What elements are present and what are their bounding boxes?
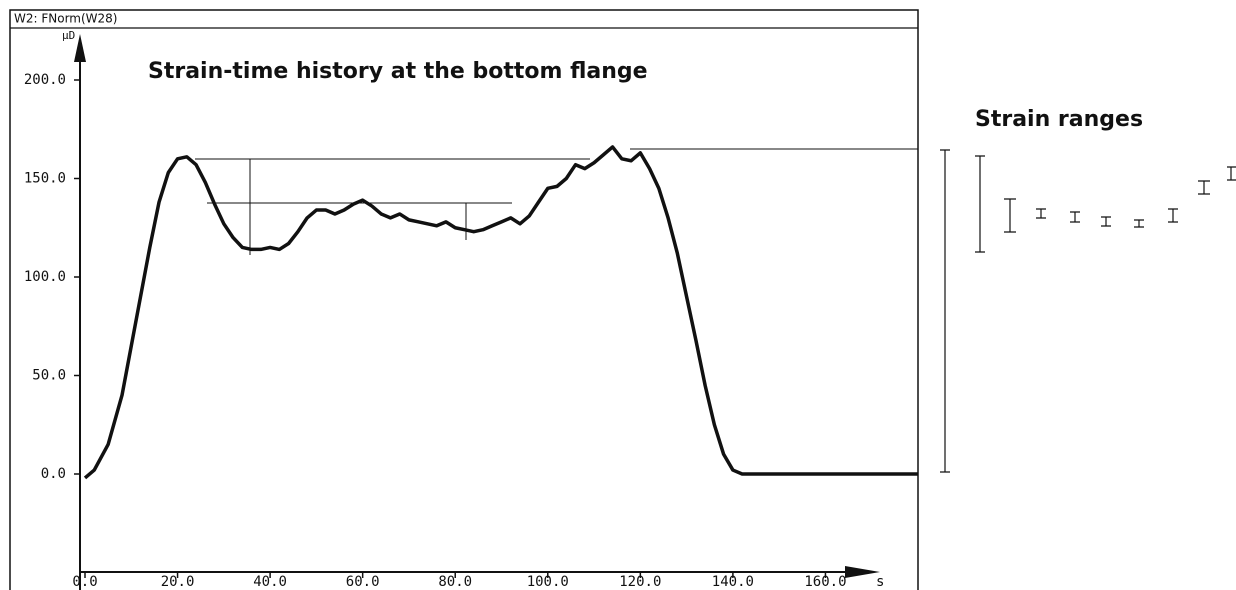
- x-tick-label: 100.0: [527, 574, 569, 590]
- x-unit: s: [876, 574, 884, 590]
- y-tick-label: 0.0: [41, 466, 66, 482]
- x-tick-label: 120.0: [619, 574, 661, 590]
- x-tick-label: 60.0: [346, 574, 380, 590]
- y-tick-label: 50.0: [32, 368, 66, 384]
- y-unit: μD: [62, 29, 75, 42]
- x-arrow: [845, 566, 880, 578]
- plot-frame: [9, 9, 919, 590]
- y-tick-label: 100.0: [24, 269, 66, 285]
- y-tick-label: 150.0: [24, 171, 66, 187]
- x-tick-label: 0.0: [72, 574, 97, 590]
- data-line: [83, 145, 918, 480]
- header: W2: FNorm(W28): [14, 12, 118, 26]
- y-tick-label: 200.0: [24, 72, 66, 88]
- x-tick-label: 160.0: [804, 574, 846, 590]
- x-tick-label: 40.0: [253, 574, 287, 590]
- strain-range-brackets: [940, 149, 1236, 473]
- x-tick-label: 80.0: [438, 574, 472, 590]
- chart-title: Strain-time history at the bottom flange: [148, 59, 648, 84]
- x-tick-label: 20.0: [161, 574, 195, 590]
- x-tick-label: 140.0: [712, 574, 754, 590]
- rainflow-lines: [195, 148, 918, 255]
- side-title: Strain ranges: [975, 107, 1143, 132]
- y-arrow: [74, 34, 86, 62]
